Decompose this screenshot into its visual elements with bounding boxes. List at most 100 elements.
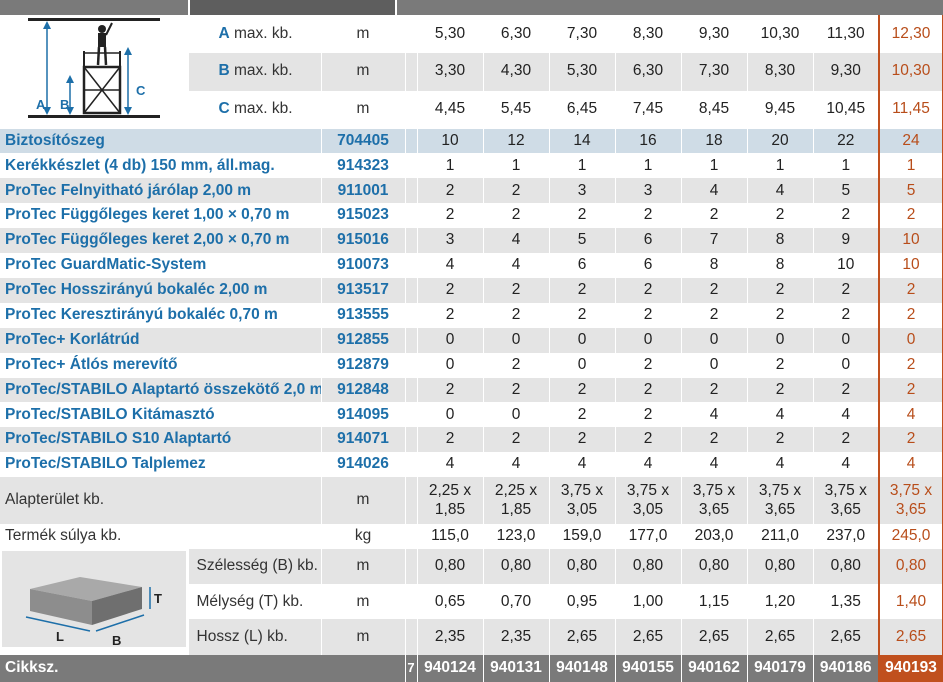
article-number-row: Cikksz. 7 940124 940131 940148 940155 940162 94… <box>0 654 943 682</box>
article-code[interactable]: 940124 <box>417 654 484 682</box>
value-cell: 1,15 <box>681 584 748 620</box>
unit-cell: m <box>321 584 406 620</box>
area-value-depth: 3,65 <box>830 500 861 518</box>
label-l: L <box>56 629 64 644</box>
unit-cell: m <box>321 619 406 655</box>
value-cell: 2 <box>615 377 682 403</box>
value-cell: 7,45 <box>615 90 682 129</box>
value-cell: 11,45 <box>878 90 943 129</box>
spacer-cell <box>405 228 418 254</box>
component-name: ProTec Függőleges keret 2,00 × 0,70 m <box>0 228 322 254</box>
spacer-cell <box>405 253 418 278</box>
value-cell: 2 <box>747 302 814 328</box>
value-cell: 5 <box>813 178 880 204</box>
value-cell: 6,30 <box>483 15 550 53</box>
value-cell: 0,80 <box>483 549 550 585</box>
article-code[interactable]: 940162 <box>681 654 748 682</box>
value-cell: 4,30 <box>483 52 550 91</box>
component-row: ProTec+ Korlátrúd 912855 0 0 0 0 0 0 0 0 <box>0 327 943 353</box>
value-cell: 0,80 <box>878 549 943 585</box>
value-cell: 9,30 <box>681 15 748 53</box>
article-code[interactable]: 940148 <box>549 654 616 682</box>
value-cell: 7,30 <box>681 52 748 91</box>
value-cell: 2 <box>417 178 484 204</box>
spacer-cell <box>405 452 418 478</box>
value-cell: 1,20 <box>747 584 814 620</box>
value-cell: 1 <box>417 153 484 179</box>
area-value: 3,75 x 3,65 <box>747 477 814 525</box>
spacer-cell <box>405 178 418 204</box>
value-cell: 0 <box>417 402 484 428</box>
value-cell: 2 <box>417 302 484 328</box>
article-code[interactable]: 940186 <box>813 654 880 682</box>
value-cell: 20 <box>747 128 814 154</box>
value-cell: 9 <box>813 228 880 254</box>
height-letter: B <box>218 62 230 80</box>
component-code: 914095 <box>321 402 406 428</box>
spacer-cell <box>405 427 418 453</box>
value-cell: 1 <box>878 153 943 179</box>
article-code[interactable]: 940155 <box>615 654 682 682</box>
value-cell: 2 <box>483 178 550 204</box>
component-code: 911001 <box>321 178 406 204</box>
dimension-label: Mélység (T) kb. <box>188 584 322 620</box>
value-cell: 1 <box>483 153 550 179</box>
component-row: ProTec Függőleges keret 2,00 × 0,70 m 915… <box>0 228 943 254</box>
value-cell: 1 <box>549 153 616 179</box>
value-cell: 2 <box>483 203 550 229</box>
height-label-text: max. kb. <box>234 24 293 42</box>
value-cell: 4 <box>681 178 748 204</box>
value-cell: 159,0 <box>549 524 616 550</box>
spacer-cell <box>405 277 418 303</box>
component-name: Biztosítószeg <box>0 128 322 154</box>
value-cell: 5,45 <box>483 90 550 129</box>
dimension-label: Hossz (L) kb. <box>188 619 322 655</box>
value-cell: 9,30 <box>813 52 880 91</box>
article-code[interactable]: 940179 <box>747 654 814 682</box>
value-cell: 0,80 <box>417 549 484 585</box>
value-cell: 5 <box>549 228 616 254</box>
partial-code: 7 <box>405 654 418 682</box>
header-divider <box>188 0 397 15</box>
spacer-cell <box>405 584 418 620</box>
unit-cell: m <box>321 52 406 91</box>
package-icon: T L B <box>2 551 186 648</box>
component-name: ProTec/STABILO Kitámasztó <box>0 402 322 428</box>
value-cell: 0 <box>813 327 880 353</box>
value-cell: 1 <box>813 153 880 179</box>
scaffold-icon: A B C <box>28 18 160 118</box>
value-cell: 115,0 <box>417 524 484 550</box>
spacer-cell <box>405 203 418 229</box>
value-cell: 10 <box>417 128 484 154</box>
article-code[interactable]: 940193 <box>878 654 943 682</box>
component-row: ProTec/STABILO Alaptartó összekötő 2,0 m… <box>0 377 943 403</box>
component-name: ProTec Keresztirányú bokaléc 0,70 m <box>0 302 322 328</box>
value-cell: 0,65 <box>417 584 484 620</box>
value-cell: 12 <box>483 128 550 154</box>
value-cell: 177,0 <box>615 524 682 550</box>
component-code: 913555 <box>321 302 406 328</box>
value-cell: 0 <box>878 327 943 353</box>
component-code: 912848 <box>321 377 406 403</box>
value-cell: 10 <box>878 253 943 278</box>
value-cell: 2 <box>483 302 550 328</box>
value-cell: 2 <box>747 352 814 378</box>
value-cell: 7,30 <box>549 15 616 53</box>
component-code: 915016 <box>321 228 406 254</box>
component-code: 910073 <box>321 253 406 278</box>
value-cell: 4 <box>483 253 550 278</box>
area-value: 3,75 x 3,05 <box>615 477 682 525</box>
value-cell: 2 <box>878 277 943 303</box>
spacer-cell <box>405 377 418 403</box>
area-value: 3,75 x 3,65 <box>813 477 880 525</box>
spacer-cell <box>405 352 418 378</box>
article-number-label: Cikksz. <box>0 654 406 682</box>
value-cell: 1,00 <box>615 584 682 620</box>
article-code[interactable]: 940131 <box>483 654 550 682</box>
value-cell: 2 <box>417 277 484 303</box>
area-value-width: 2,25 x <box>494 481 538 499</box>
spacer-cell <box>405 619 418 655</box>
value-cell: 2 <box>417 427 484 453</box>
unit-cell: m <box>321 477 406 525</box>
